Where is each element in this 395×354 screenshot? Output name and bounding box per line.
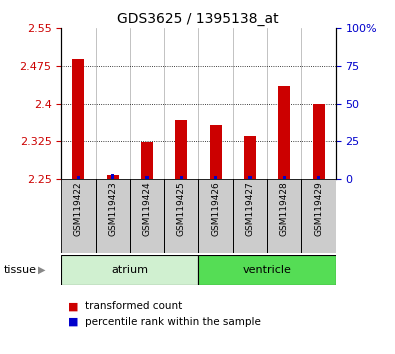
Text: ▶: ▶ [38,265,45,275]
Bar [164,179,199,253]
Bar [312,104,325,179]
Text: GSM119426: GSM119426 [211,181,220,236]
Text: GSM119427: GSM119427 [245,181,254,236]
Text: GSM119422: GSM119422 [74,181,83,236]
Bar [107,175,119,179]
Bar [141,142,153,179]
Bar [96,179,130,253]
Text: transformed count: transformed count [85,301,182,311]
Bar [198,179,233,253]
Bar [198,255,336,285]
Bar [145,176,149,179]
Bar [130,179,164,253]
Text: ■: ■ [61,317,79,327]
Bar [61,179,96,253]
Bar [278,86,290,179]
Bar [77,176,80,179]
Text: GSM119424: GSM119424 [143,181,152,236]
Bar [233,179,267,253]
Bar [282,176,286,179]
Text: percentile rank within the sample: percentile rank within the sample [85,317,261,327]
Text: GSM119425: GSM119425 [177,181,186,236]
Bar [111,174,115,179]
Text: ■: ■ [61,301,79,311]
Bar [61,255,198,285]
Text: GSM119428: GSM119428 [280,181,289,236]
Bar [210,125,222,179]
Bar [317,176,320,179]
Bar [175,120,187,179]
Bar [301,179,336,253]
Bar [72,59,85,179]
Bar [214,176,217,179]
Bar [244,136,256,179]
Bar [180,176,183,179]
Bar [267,179,301,253]
Text: tissue: tissue [4,265,37,275]
Text: GDS3625 / 1395138_at: GDS3625 / 1395138_at [117,12,278,27]
Text: GSM119423: GSM119423 [108,181,117,236]
Text: atrium: atrium [111,265,149,275]
Text: GSM119429: GSM119429 [314,181,323,236]
Bar [248,176,252,179]
Text: ventricle: ventricle [243,265,292,275]
